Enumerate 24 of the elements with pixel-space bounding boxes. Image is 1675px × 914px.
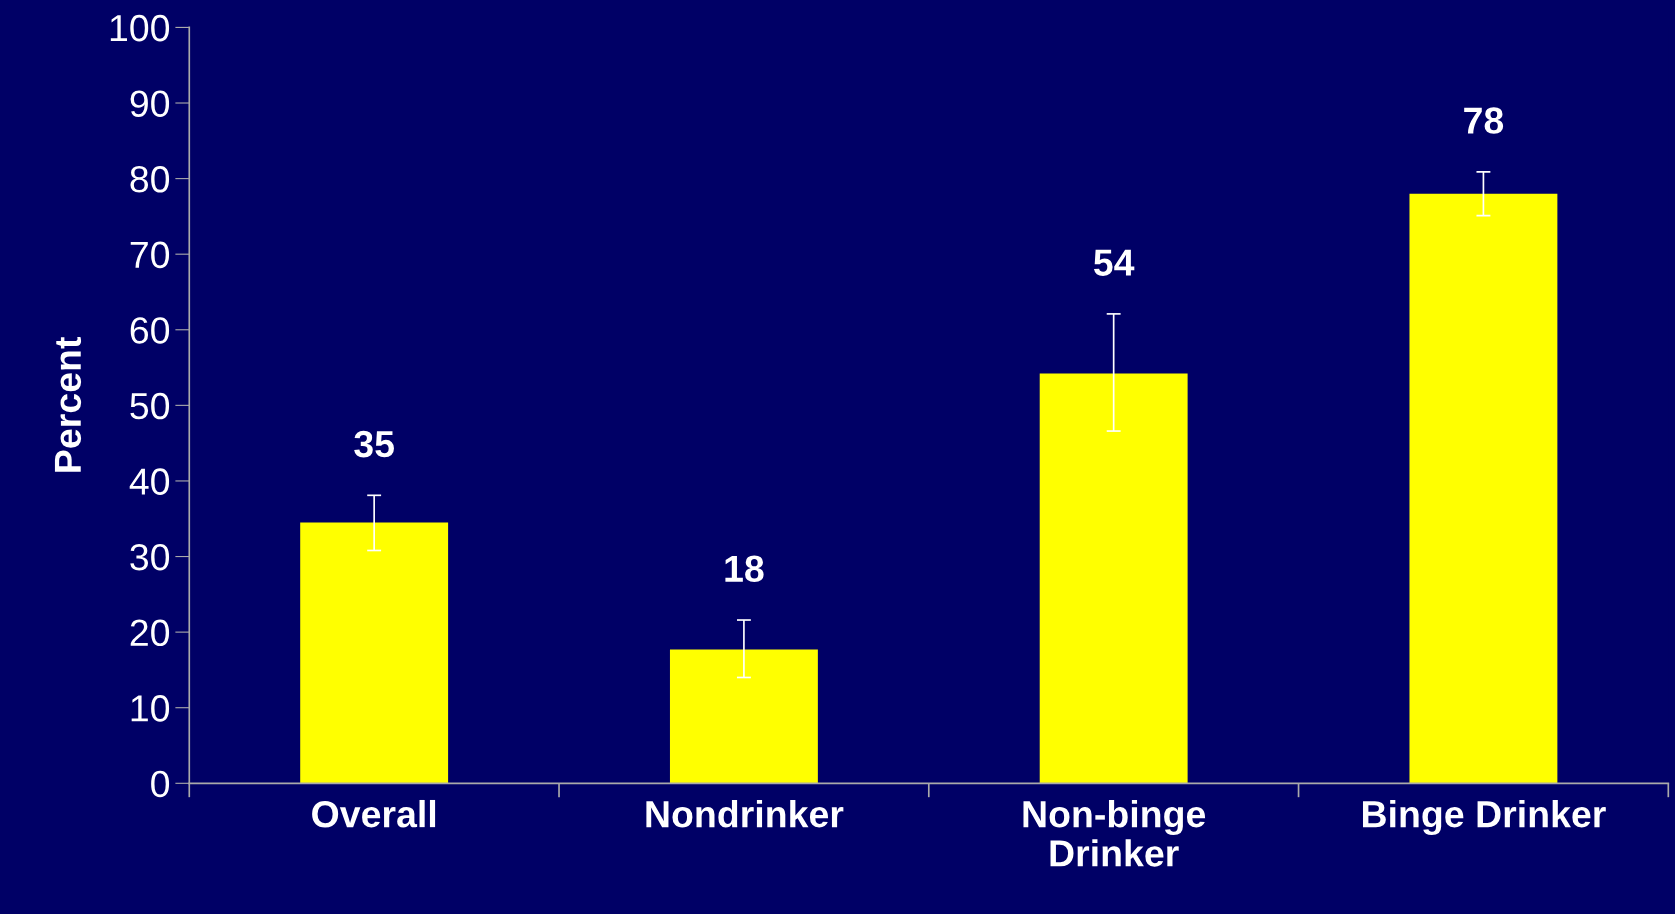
x-tick-label: Overall: [312, 799, 436, 828]
y-tick-label: 80: [130, 166, 170, 193]
y-tick-label: 0: [151, 770, 170, 798]
x-tick-label: Nondrinker: [646, 799, 844, 828]
y-axis-title: Percent: [54, 337, 82, 472]
y-tick-label: 10: [131, 695, 170, 722]
bar: [300, 522, 449, 784]
data-label: 18: [725, 555, 764, 583]
y-tick-label: 40: [129, 468, 170, 495]
y-tick-label: 70: [130, 241, 170, 269]
bar: [669, 649, 818, 784]
y-tick-label: 90: [130, 90, 170, 117]
data-label: 35: [354, 430, 394, 458]
x-tick-label: Binge Drinker: [1362, 799, 1606, 836]
bar: [1409, 193, 1558, 784]
data-label: 54: [1093, 249, 1135, 276]
data-label: 78: [1464, 107, 1504, 134]
bar: [1039, 373, 1188, 784]
y-tick-label: 100: [110, 14, 170, 42]
y-tick-label: 50: [130, 392, 170, 420]
y-tick-label: 20: [130, 619, 170, 647]
y-tick-label: 60: [130, 317, 170, 344]
y-tick-label: 30: [130, 543, 170, 571]
x-tick-label: Non-binge Drinker: [1023, 799, 1206, 867]
